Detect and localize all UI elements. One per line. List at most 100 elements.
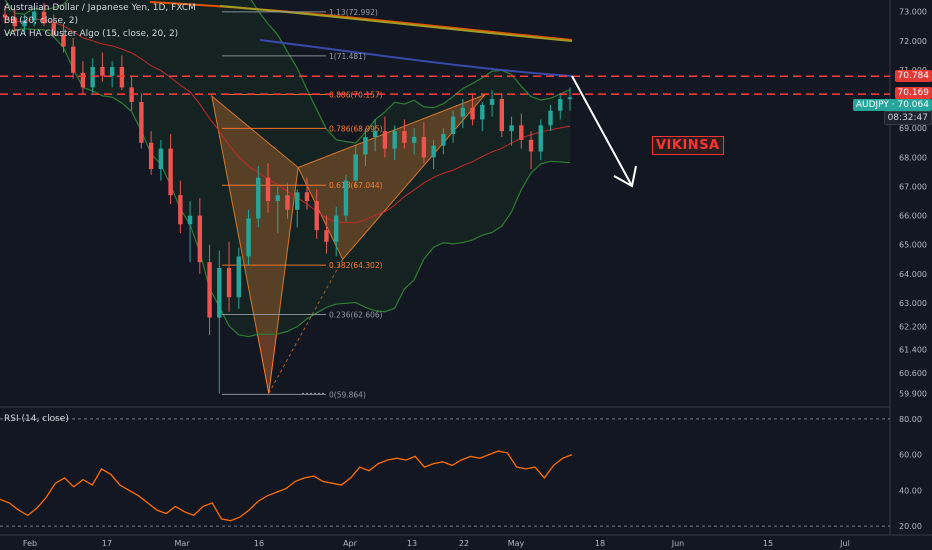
time-tick-label: 18 (595, 539, 605, 548)
candle-body (567, 97, 573, 100)
annotation-label: VIKINSA (652, 136, 724, 155)
candle-body (304, 192, 310, 202)
candle-body (61, 34, 66, 47)
candle-body (90, 67, 95, 88)
countdown-tag: 08:32:47 (883, 111, 932, 125)
candle-body (382, 131, 388, 149)
time-tick-label: 15 (763, 539, 773, 548)
fib-label: 0.786(68.995) (329, 124, 383, 133)
bollinger-bands (4, 0, 571, 338)
candle-body (217, 268, 222, 318)
candle-body (441, 134, 446, 146)
price-tick-label: 62.200 (899, 322, 927, 331)
rsi-line (0, 450, 573, 522)
pattern-xc-line (268, 259, 344, 394)
candle-body (178, 195, 183, 225)
fib-label: 0.886(70.157) (329, 90, 383, 99)
forecast-arrow (571, 75, 637, 188)
candle-body (480, 104, 485, 120)
price-tick-label: 61.400 (899, 346, 927, 355)
bb-lower (4, 28, 571, 338)
candle-body (450, 116, 456, 135)
rsi-tick-label: 80.00 (899, 415, 922, 424)
candle-body (324, 230, 329, 242)
ma-orange (149, 1, 573, 41)
candle-body (2, 14, 8, 18)
candle-body (139, 101, 144, 143)
candle-body (80, 72, 86, 88)
ma-blue (259, 39, 573, 77)
candle-body (421, 136, 427, 158)
time-tick-label: 17 (102, 539, 112, 548)
rsi-panel (0, 418, 890, 527)
price-tick-label: 72.000 (899, 37, 927, 46)
candle-body (207, 262, 212, 318)
price-tick-label: 67.000 (899, 182, 927, 191)
rsi-tick-label: 20.00 (899, 522, 922, 531)
fib-label: 1(71.481) (329, 52, 366, 61)
price-tick-label: 59.900 (899, 389, 927, 398)
candle-body (392, 131, 397, 149)
candle-body (265, 177, 271, 202)
candle-body (295, 192, 300, 210)
candle-body (119, 67, 125, 88)
candle-body (528, 139, 534, 152)
ma-olive (219, 5, 573, 42)
candle-body (12, 17, 17, 27)
candle-body (460, 107, 466, 117)
candle-body (275, 195, 280, 202)
candle-body (226, 268, 232, 298)
candle-body (548, 110, 553, 126)
price-tag-lower: 70.169 (894, 87, 932, 99)
candle-body (100, 67, 105, 76)
candle-body (32, 11, 37, 21)
candle-body (51, 23, 56, 35)
candle-body (285, 195, 290, 210)
candle-body (470, 107, 475, 120)
candle-body (499, 99, 505, 132)
time-tick-label: 22 (459, 539, 469, 548)
price-tick-label: 64.000 (899, 270, 927, 279)
price-tick-label: 63.000 (899, 299, 927, 308)
candle-body (187, 215, 193, 225)
candle-body (431, 145, 436, 158)
arrow-head (613, 165, 637, 188)
time-tick-label: Apr (343, 539, 358, 548)
price-tick-label: 65.000 (899, 241, 927, 250)
candle-body (148, 142, 154, 169)
rsi-tick-label: 40.00 (899, 486, 922, 495)
candle-body (168, 148, 173, 196)
time-tick-label: Feb (23, 539, 37, 548)
candle-body (334, 215, 339, 242)
candle-body (372, 131, 378, 137)
candle-body (41, 11, 47, 24)
candle-body (314, 201, 319, 231)
candle-body (363, 136, 368, 155)
price-tick-label: 68.000 (899, 153, 927, 162)
candle-body (558, 99, 563, 111)
candle-body (343, 180, 349, 216)
candle-body (509, 125, 514, 132)
candle-body (538, 125, 543, 152)
candle-body (158, 148, 164, 169)
fib-label: 0.236(62.606) (329, 311, 383, 320)
fib-label: 0(59.864) (329, 390, 366, 399)
pattern-fills (211, 94, 486, 394)
moving-averages (149, 1, 573, 77)
candle-body (353, 154, 358, 181)
bb-upper (4, 0, 571, 144)
candle-body (256, 177, 261, 219)
rsi-tick-label: 60.00 (899, 451, 922, 460)
price-tag-upper: 70.784 (894, 70, 932, 82)
time-tick-label: Jul (839, 539, 850, 548)
fib-label: 1.13(72.992) (329, 8, 378, 17)
price-tick-label: 73.000 (899, 8, 927, 17)
time-tick-label: Mar (174, 539, 190, 548)
candle-body (489, 99, 495, 105)
legend-bb: BB (20, close, 2) (4, 16, 79, 26)
time-tick-label: May (508, 539, 525, 548)
candle-body (411, 136, 417, 143)
pattern-xab-fill (211, 94, 299, 394)
price-tag-symbol: AUDJPY · 70.064 (852, 99, 932, 111)
